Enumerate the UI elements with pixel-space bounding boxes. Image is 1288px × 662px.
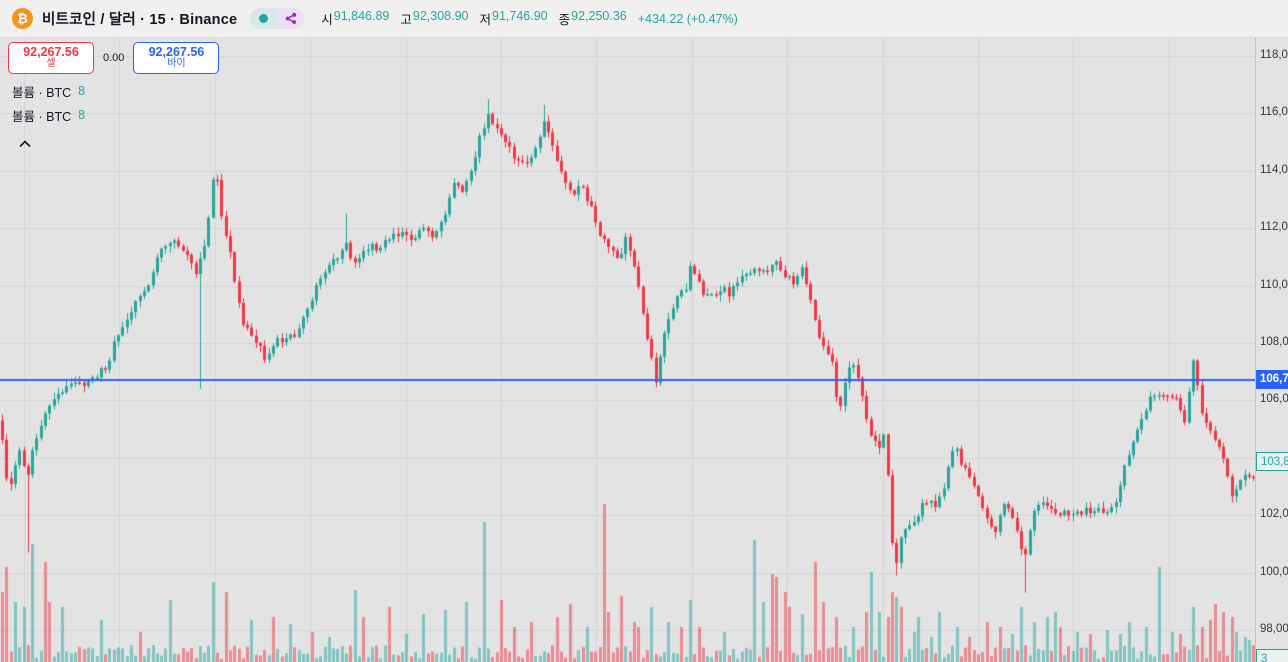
sell-label: 셀: [46, 58, 56, 70]
symbol-title[interactable]: 비트코인 / 달러 · 15 · Binance: [42, 12, 238, 28]
last-price-label: 103,8: [1256, 452, 1288, 472]
price-change: +434.22 (+0.47%): [637, 11, 738, 26]
price-axis-tick: 112,0: [1260, 221, 1288, 234]
market-status-pill: [250, 8, 305, 29]
share-button[interactable]: [277, 8, 305, 29]
indicator-legend: 볼륨 · BTC 8 볼륨 · BTC 8: [12, 79, 85, 153]
share-icon: [284, 12, 297, 25]
market-status-button[interactable]: [250, 8, 278, 29]
price-axis-tick: 114,0: [1260, 163, 1288, 176]
price-axis-tick: 116,0: [1260, 106, 1288, 119]
price-axis-tick: 100,0: [1260, 565, 1288, 578]
volume-axis-label: 3: [1256, 649, 1288, 662]
buy-price: 92,267.56: [148, 45, 205, 60]
ohlc-close: 종 92,250.36: [558, 9, 627, 27]
volume-indicator-row[interactable]: 볼륨 · BTC 8: [12, 84, 86, 100]
spread-value: 0.00: [103, 52, 125, 64]
status-dot-icon: [259, 14, 269, 23]
price-axis-tick: 110,0: [1260, 278, 1288, 291]
volume-indicator-row[interactable]: 볼륨 · BTC 8: [12, 108, 86, 124]
chevron-up-icon: [18, 139, 32, 148]
price-axis-tick: 108,0: [1260, 336, 1288, 348]
horizontal-line-price-label: 106,7: [1256, 369, 1288, 389]
bitcoin-icon: ₿: [12, 8, 33, 29]
price-axis-tick: 98,00: [1260, 623, 1288, 635]
buy-button[interactable]: 92,267.56 바이: [133, 42, 220, 74]
ohlc-open: 시 91,846.89: [321, 9, 390, 27]
sell-button[interactable]: 92,267.56 셀: [8, 42, 94, 74]
sell-price: 92,267.56: [23, 45, 79, 60]
price-axis-tick: 102,0: [1260, 508, 1288, 521]
ohlc-high: 고 92,308.90: [400, 9, 469, 27]
chart-header: ₿ 비트코인 / 달러 · 15 · Binance 시 91,846.89 고…: [0, 0, 1288, 38]
ohlc-strip: 시 91,846.89 고 92,308.90 저 91,746.90 종 92…: [321, 9, 738, 28]
ohlc-low: 저 91,746.90: [479, 9, 548, 27]
price-axis-tick: 106,0: [1260, 393, 1288, 406]
collapse-legend-button[interactable]: [18, 135, 32, 153]
price-axis-tick: 118,0: [1260, 49, 1288, 61]
buy-label: 바이: [167, 58, 186, 70]
trade-panel: 92,267.56 셀 0.00 92,267.56 바이: [8, 42, 220, 74]
price-axis[interactable]: 106,7 103,8 3 118,0 116,0 114,0 112,0 110,0 1…: [1255, 0, 1288, 662]
